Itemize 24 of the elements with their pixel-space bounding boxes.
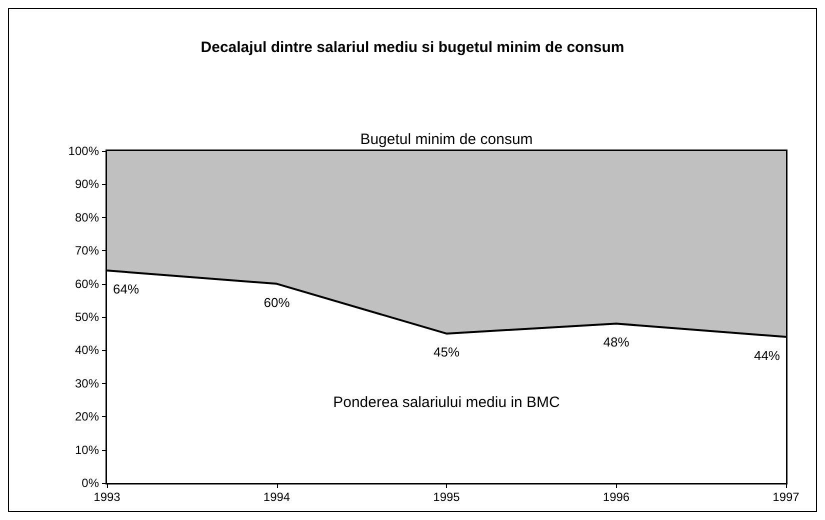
x-tick-label: 1996 (602, 490, 630, 504)
y-tick-label: 70% (74, 244, 100, 258)
y-tick-label: 90% (74, 177, 100, 192)
data-label: 45% (433, 344, 460, 360)
x-tick-label: 1995 (433, 490, 460, 504)
y-tick-label: 80% (74, 210, 100, 224)
x-tick-label: 1994 (263, 490, 290, 504)
y-tick-label: 20% (74, 410, 100, 424)
x-tick-label: 1993 (94, 490, 121, 504)
data-label: 48% (603, 334, 630, 350)
y-tick-label: 50% (74, 310, 100, 324)
y-tick-label: 40% (74, 343, 100, 358)
series-label: Ponderea salariului mediu in BMC (333, 394, 560, 412)
data-label: 60% (264, 294, 290, 310)
y-tick-label: 60% (74, 276, 100, 291)
y-tick-label: 10% (74, 442, 100, 457)
y-tick-label: 0% (82, 476, 100, 490)
x-tick-label: 1997 (772, 490, 800, 504)
data-label: 44% (754, 348, 780, 363)
y-tick-label: 30% (74, 376, 100, 390)
data-label: 64% (113, 282, 140, 297)
chart-title: Decalajul dintre salariul mediu si bugetul minim de consum (200, 39, 624, 56)
series-label: Bugetul minim de consum (360, 131, 533, 148)
y-tick-label: 100% (68, 144, 100, 158)
